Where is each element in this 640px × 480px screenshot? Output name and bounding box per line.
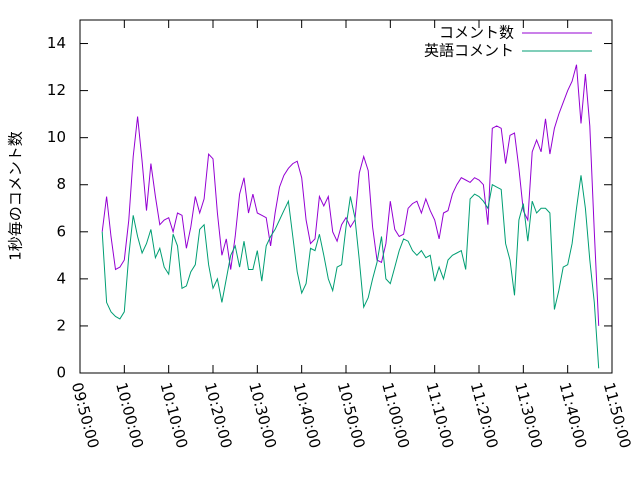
plot-frame xyxy=(79,19,613,374)
x-tick-label: 10:00:00 xyxy=(112,381,147,451)
y-tick-label: 14 xyxy=(47,34,66,52)
y-tick-label: 8 xyxy=(56,175,66,193)
x-tick-label: 10:10:00 xyxy=(156,381,191,451)
y-tick-label: 0 xyxy=(56,364,66,382)
x-tick-label: 10:40:00 xyxy=(289,381,324,451)
x-tick-label: 09:50:00 xyxy=(68,381,103,451)
x-tick-label: 10:30:00 xyxy=(245,381,280,451)
series-line xyxy=(101,64,600,326)
y-tick-label: 2 xyxy=(56,316,66,334)
x-tick-label: 11:20:00 xyxy=(467,381,502,451)
series-line xyxy=(101,175,600,369)
x-tick-label: 11:00:00 xyxy=(378,381,413,451)
y-tick-label: 4 xyxy=(56,269,66,287)
x-tick-label: 10:20:00 xyxy=(201,381,236,451)
x-tick-label: 11:10:00 xyxy=(422,381,457,451)
legend-label: 英語コメント xyxy=(424,42,514,60)
y-axis-label: 1秒毎のコメント数 xyxy=(7,131,25,261)
x-tick-label: 11:30:00 xyxy=(511,381,546,451)
x-tick-label: 11:40:00 xyxy=(555,381,590,451)
x-tick-label: 10:50:00 xyxy=(334,381,369,451)
legend-label: コメント数 xyxy=(439,24,514,42)
y-tick-label: 10 xyxy=(47,128,66,146)
y-tick-label: 6 xyxy=(56,222,66,240)
y-tick-label: 12 xyxy=(47,81,66,99)
x-tick-label: 11:50:00 xyxy=(600,381,635,451)
